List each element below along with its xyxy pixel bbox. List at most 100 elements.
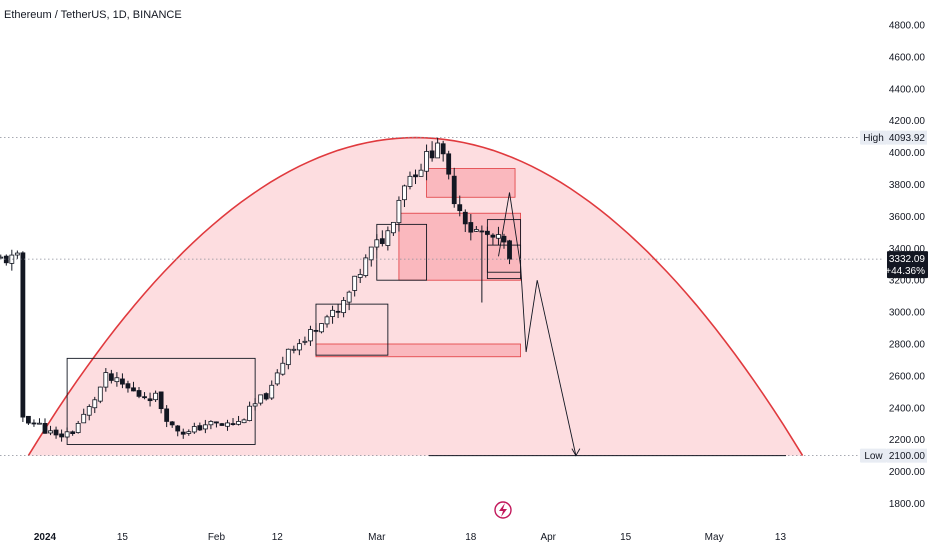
date-tick-label: Feb [208,532,226,543]
price-tick-label: 3000.00 [889,308,926,319]
price-tick-label: 3200.00 [889,276,926,287]
candle-body [236,421,241,425]
candle-body [131,387,136,392]
candle-body [247,405,253,422]
candle-body [125,383,131,389]
high-marker-label-bg [860,130,887,145]
candle-body [158,391,164,410]
candle-body [42,423,48,434]
candle-body [153,392,159,401]
price-tick-label: 1800.00 [889,499,926,510]
candle-body [374,239,380,248]
candle-body [451,175,457,205]
candle-body [440,143,446,155]
consolidation-box-3 [376,223,428,281]
price-tick-label: 2800.00 [889,340,926,351]
price-tick-label: 4800.00 [889,21,926,32]
candle-body [180,431,186,435]
candle-body [191,426,197,433]
candle-body [302,340,308,343]
date-tick-label: 13 [775,532,787,543]
candle-body [357,274,363,278]
price-tick-label: 2200.00 [889,435,926,446]
candle-body [86,406,92,416]
candle-body [319,323,324,333]
price-tick-label: 4400.00 [889,84,926,95]
price-tick-label: 3600.00 [889,212,926,223]
date-tick-label: 18 [465,532,477,543]
candle-body [396,199,402,224]
arc-fill [28,137,803,456]
price-tick-label: 3400.00 [889,244,926,255]
candle-body [97,386,103,402]
candle-body [269,384,275,399]
candle-body [164,408,170,422]
chart-title: Ethereum / TetherUS, 1D, BINANCE [4,9,182,21]
candle-body [202,424,208,430]
candle-body [324,316,330,325]
candle-body [120,378,125,385]
candle-body [31,422,37,425]
candle-body [468,222,474,233]
candle-body [175,425,181,432]
candle-body [214,421,219,424]
bolt-icon-ring [494,501,512,519]
bolt-icon-glyph [499,503,507,517]
candle-body [81,413,87,424]
candle-body [142,396,147,399]
candle-body [462,211,468,225]
date-tick-label: Apr [540,532,556,543]
candle-body [186,431,192,434]
candle-body [496,234,501,239]
projection-arrowhead [571,448,581,457]
candle-body [75,423,81,433]
price-axis[interactable]: 4800.00 4600.00 4400.00 4200.00 4000.00 3800.… [889,21,926,511]
candle-body [59,433,64,438]
candle-body [225,422,230,427]
candle-body [274,372,280,385]
candle-body [9,254,15,264]
candle-body [70,431,76,435]
candle-body [197,425,203,431]
candle-body [103,372,109,388]
zone-1 [426,168,516,198]
candle-body [418,169,424,177]
candle-body [429,150,435,159]
last-price-badge [887,251,928,279]
date-tick-label: Mar [368,532,386,543]
candle-body [92,399,98,409]
candle-body [435,142,441,159]
price-tick-label: 4200.00 [889,116,926,127]
candle-body [20,252,26,418]
date-tick-label: May [705,532,724,543]
time-axis[interactable]: 2024 15 Feb 12 Mar 18 Apr 15 May 13 [34,532,787,543]
price-badges: High 4093.92 Low 2100.00 3332.09+44.36% [860,130,928,463]
candle-body [26,415,31,424]
candle-body [147,398,153,402]
candle-body [501,235,507,243]
candle-body [37,422,42,425]
candle-body [407,175,413,187]
date-tick-label: 12 [272,532,284,543]
candle-body [108,373,114,381]
projection-path [498,192,581,457]
candle-body [208,421,214,426]
high-marker-value: 4093.92 [889,133,926,144]
candle-body [0,256,4,259]
candle-body [507,240,512,260]
low-marker-label: Low [864,451,883,462]
projection-line [498,192,577,456]
lightning-bolt-icon[interactable] [494,501,512,519]
candlestick-series [0,137,512,442]
candle-body [280,362,286,375]
high-marker-value-bg [887,130,927,145]
date-tick-label: 15 [117,532,129,543]
price-tick-label: 2400.00 [889,403,926,414]
high-marker-label: High [863,133,884,144]
candle-body [446,153,452,175]
candle-body [379,238,385,244]
candle-body [352,275,358,291]
last-price-value: 3332.09 [889,254,926,265]
